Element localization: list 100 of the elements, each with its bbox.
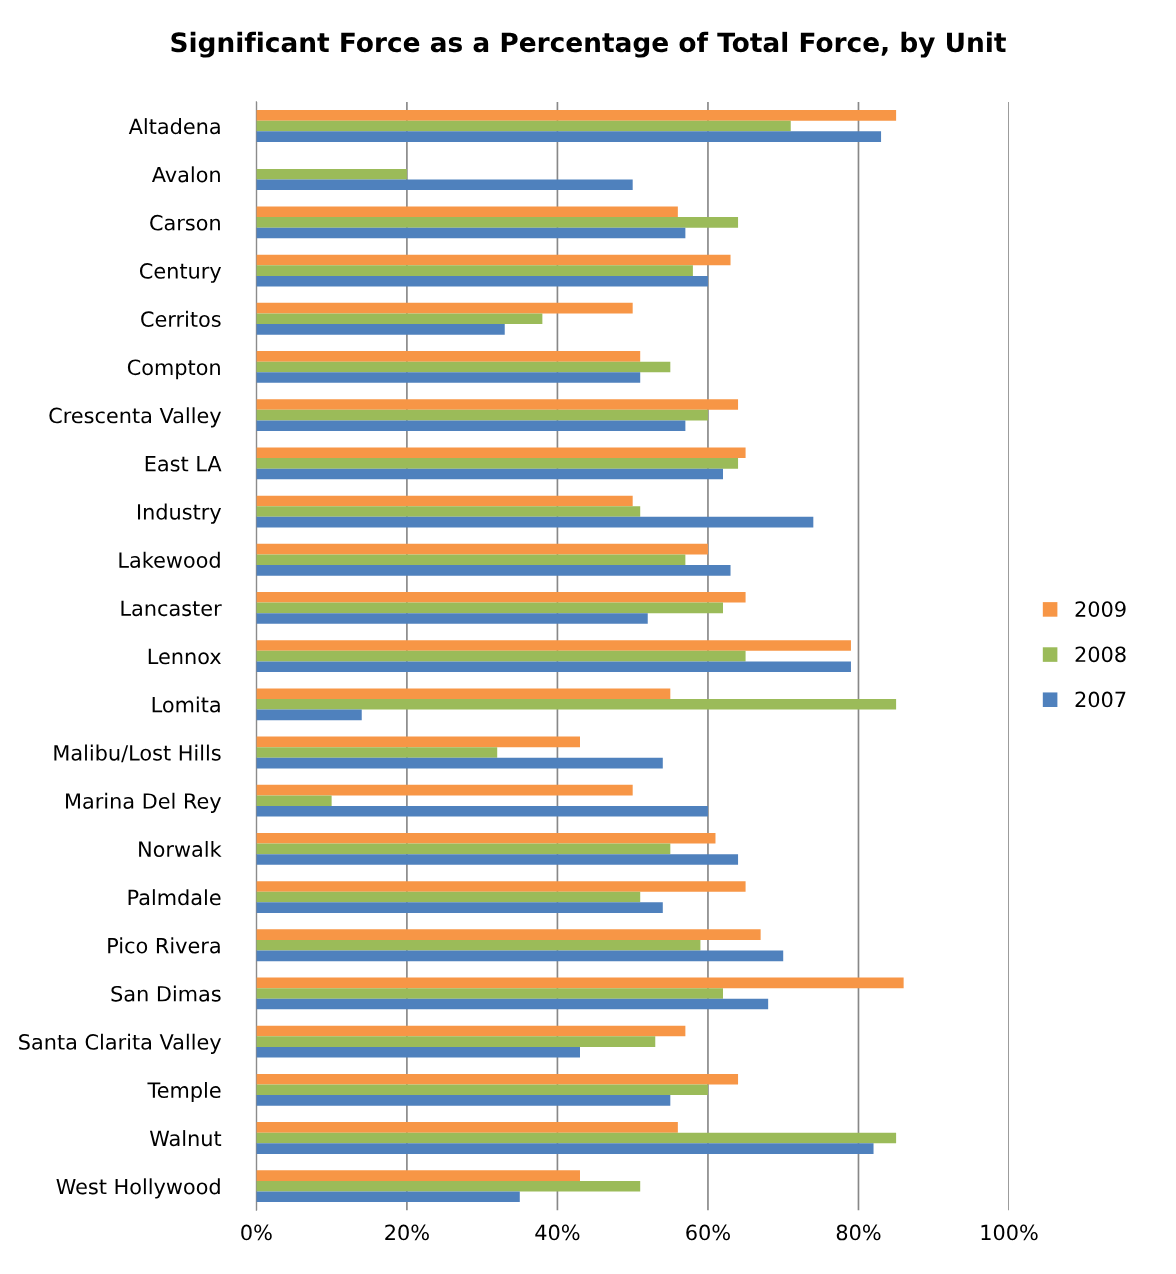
- y-tick-label: Lennox: [148, 648, 221, 665]
- y-tick-label: San Dimas: [111, 985, 221, 1002]
- bar: [256, 399, 739, 410]
- bar: [256, 302, 633, 314]
- x-tick-label: 100%: [981, 1224, 1038, 1241]
- bar: [256, 1046, 580, 1058]
- bar: [256, 1132, 897, 1144]
- x-tick-label: 20%: [385, 1224, 429, 1241]
- legend-label: 2007: [1075, 691, 1126, 708]
- bar: [256, 468, 723, 480]
- bar: [256, 998, 769, 1010]
- y-tick-label: Century: [139, 263, 222, 283]
- bar: [256, 1095, 671, 1106]
- y-tick-label: Temple: [147, 1081, 221, 1103]
- bar: [256, 565, 731, 576]
- bar: [256, 709, 362, 721]
- legend-label: 2009: [1075, 601, 1126, 617]
- bar: [256, 950, 784, 962]
- bar: [256, 1084, 708, 1096]
- bar: [256, 1191, 520, 1203]
- bar: [256, 324, 505, 335]
- bar: [256, 832, 716, 844]
- bar: [256, 516, 814, 528]
- bar: [256, 613, 648, 624]
- bar: [256, 929, 761, 940]
- bar: [256, 179, 633, 191]
- bar: [256, 854, 739, 865]
- y-tick-label: Crescenta Valley: [49, 407, 222, 428]
- bar: [256, 843, 671, 855]
- y-tick-label: Lancaster: [121, 600, 222, 617]
- bar: [256, 120, 791, 132]
- y-tick-label: Compton: [127, 359, 220, 380]
- bar: [256, 131, 882, 142]
- y-tick-label: Marina Del Rey: [66, 792, 222, 813]
- bar: [256, 265, 693, 276]
- bar: [256, 372, 641, 383]
- bar: [256, 506, 641, 517]
- bar: [256, 881, 746, 892]
- legend-label: 2008: [1075, 646, 1126, 663]
- bar: [256, 168, 407, 180]
- bar: [256, 1143, 874, 1154]
- y-tick-label: Palmdale: [128, 889, 221, 906]
- bar: [256, 206, 678, 218]
- y-tick-label: Lakewood: [119, 551, 220, 568]
- bar: [256, 227, 686, 239]
- bar: [256, 805, 708, 817]
- bar: [256, 351, 641, 362]
- bar: [256, 699, 897, 710]
- y-tick-label: Norwalk: [139, 840, 222, 858]
- bar: [256, 640, 851, 651]
- y-tick-label: Lomita: [152, 696, 220, 713]
- bar: [256, 554, 686, 566]
- y-tick-label: Carson: [150, 214, 220, 231]
- bar: [256, 1122, 678, 1133]
- y-tick-label: Avalon: [151, 166, 220, 183]
- y-tick-label: Industry: [138, 503, 222, 524]
- bar: [256, 1036, 656, 1047]
- bar: [256, 361, 671, 373]
- y-tick-label: Santa Clarita Valley: [19, 1033, 222, 1054]
- bar: [256, 254, 731, 266]
- bar: [256, 458, 739, 469]
- bar: [256, 420, 686, 432]
- bar: [256, 757, 663, 769]
- y-tick-label: Walnut: [149, 1130, 222, 1147]
- chart-title: Significant Force as a Percentage of Total Force, by Unit: [171, 31, 1006, 58]
- bar: [256, 275, 708, 287]
- bar: [256, 217, 739, 228]
- y-tick-label: Malibu/Lost Hills: [54, 744, 221, 763]
- y-tick-label: East LA: [145, 456, 222, 472]
- bar: [256, 592, 746, 603]
- bar: [256, 447, 746, 459]
- x-tick-label: 40%: [535, 1224, 580, 1241]
- bar: [256, 784, 633, 796]
- bar: [256, 688, 671, 699]
- bar: [256, 602, 723, 614]
- bar: [256, 902, 663, 913]
- bar: [256, 988, 723, 999]
- y-tick-label: Altadena: [128, 118, 220, 135]
- bar: [256, 939, 701, 951]
- bar: [256, 1073, 739, 1085]
- y-tick-label: Pico Rivera: [108, 937, 220, 954]
- bar: [256, 1180, 641, 1192]
- bar: [256, 1025, 686, 1037]
- x-tick-label: 80%: [836, 1224, 881, 1241]
- x-tick-label: 0%: [241, 1224, 272, 1241]
- bar: [256, 736, 580, 748]
- bar: [256, 313, 543, 325]
- bar: [256, 795, 332, 806]
- y-tick-label: Cerritos: [141, 310, 221, 327]
- bar: [256, 543, 708, 555]
- bar: [256, 1170, 580, 1181]
- bar: [256, 891, 641, 903]
- x-tick-label: 60%: [686, 1224, 730, 1241]
- bar: [256, 409, 708, 421]
- bar: [256, 495, 633, 507]
- bar: [256, 661, 851, 673]
- y-tick-label: West Hollywood: [56, 1178, 220, 1199]
- bar: [256, 977, 904, 989]
- bar: [256, 747, 498, 758]
- bar: [256, 650, 746, 662]
